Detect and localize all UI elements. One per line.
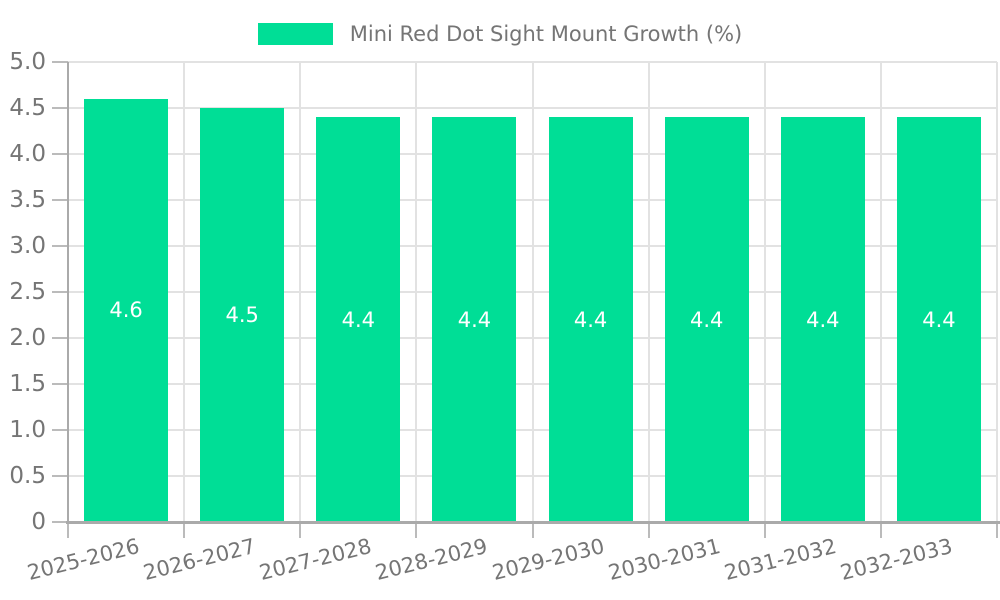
- bar-value-label: 4.5: [225, 303, 259, 327]
- y-tick-mark: [52, 245, 68, 247]
- legend: Mini Red Dot Sight Mount Growth (%): [0, 22, 1000, 46]
- y-tick-mark: [52, 291, 68, 293]
- bar: [200, 108, 285, 522]
- x-tick-mark: [996, 522, 998, 538]
- bar-value-label: 4.4: [341, 307, 376, 332]
- bar-value-label: 4.4: [922, 307, 956, 332]
- x-tick-mark: [415, 522, 418, 538]
- y-tick-label: 5.0: [9, 48, 46, 75]
- x-tick-mark: [67, 522, 69, 538]
- y-tick-mark: [52, 153, 68, 155]
- y-tick-label: 2.5: [9, 278, 46, 305]
- x-tick-mark: [647, 522, 650, 538]
- y-tick-mark: [52, 199, 68, 201]
- x-grid-line: [299, 62, 302, 522]
- bar: [896, 117, 981, 522]
- y-tick-label: 2.0: [9, 324, 46, 351]
- y-tick-label: 4.5: [9, 94, 46, 121]
- y-tick-label: 3.0: [9, 232, 46, 259]
- legend-label: Mini Red Dot Sight Mount Growth (%): [349, 22, 743, 46]
- x-grid-line: [763, 62, 766, 522]
- x-tick-mark: [763, 522, 766, 538]
- y-tick-label: 0: [31, 508, 46, 535]
- x-grid-line: [996, 62, 998, 522]
- y-tick-mark: [52, 383, 68, 385]
- x-grid-line: [531, 62, 534, 522]
- x-grid-line: [415, 62, 418, 522]
- x-tick-mark: [299, 522, 302, 538]
- bar: [432, 117, 517, 522]
- y-tick-mark: [52, 429, 68, 431]
- x-tick-mark: [879, 522, 882, 538]
- bar: [664, 117, 749, 522]
- bar-value-label: 4.4: [573, 307, 608, 332]
- x-grid-line: [647, 62, 650, 522]
- x-axis-line: [66, 521, 1000, 524]
- bar: [316, 117, 401, 522]
- bar-value-label: 4.4: [689, 307, 724, 332]
- bar: [84, 98, 169, 522]
- y-tick-label: 3.5: [9, 186, 46, 213]
- y-tick-mark: [52, 475, 68, 477]
- y-tick-mark: [52, 521, 68, 523]
- bar: [780, 117, 865, 522]
- bar-value-label: 4.4: [806, 307, 840, 332]
- bar: [548, 117, 633, 522]
- y-tick-label: 1.0: [9, 416, 46, 443]
- bar-value-label: 4.6: [109, 298, 143, 323]
- y-tick-mark: [52, 337, 68, 339]
- x-grid-line: [879, 62, 882, 522]
- x-tick-mark: [531, 522, 534, 538]
- y-tick-label: 0.5: [9, 462, 46, 489]
- x-tick-mark: [183, 522, 186, 538]
- y-axis-line: [66, 62, 69, 524]
- y-tick-mark: [52, 61, 68, 63]
- y-tick-mark: [52, 107, 68, 109]
- y-tick-label: 4.0: [9, 140, 46, 167]
- y-tick-label: 1.5: [9, 370, 46, 397]
- x-grid-line: [183, 62, 186, 522]
- bar-value-label: 4.4: [457, 307, 492, 332]
- legend-swatch-icon: [257, 23, 333, 45]
